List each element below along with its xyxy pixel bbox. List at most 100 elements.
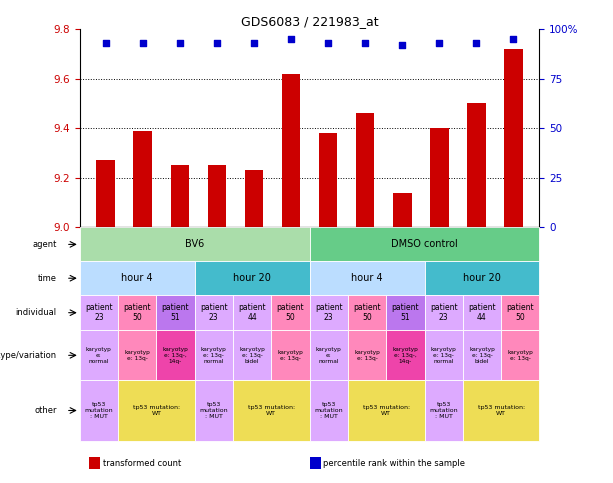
Bar [424,330,463,381]
Text: hour 20: hour 20 [463,273,501,283]
Text: patient
23: patient 23 [200,303,227,322]
Text: patient
23: patient 23 [315,303,343,322]
Text: karyotyp
e: 13q-: karyotyp e: 13q- [278,350,303,361]
Bar [134,131,152,227]
Bar [348,330,386,381]
Bar [310,457,321,469]
Bar [356,114,375,227]
Text: tp53
mutation
: MUT: tp53 mutation : MUT [85,402,113,419]
Bar [386,295,424,330]
Bar [424,381,463,440]
Text: karyotyp
e: 13q-,
14q-: karyotyp e: 13q-, 14q- [162,347,188,364]
Bar [271,295,310,330]
Point [138,39,148,47]
Bar [233,381,310,440]
Text: tp53
mutation
: MUT: tp53 mutation : MUT [199,402,228,419]
Text: patient
50: patient 50 [276,303,304,322]
Text: karyotyp
e: 13q-
bidel: karyotyp e: 13q- bidel [469,347,495,364]
Text: transformed count: transformed count [103,459,181,468]
Point [175,39,185,47]
Bar [282,73,300,227]
Text: DMSO control: DMSO control [391,240,458,249]
Text: tp53 mutation:
WT: tp53 mutation: WT [248,405,295,416]
Text: karyotyp
e: 13q-
normal: karyotyp e: 13q- normal [431,347,457,364]
Text: karyotyp
e: 13q-
normal: karyotyp e: 13q- normal [201,347,227,364]
Bar [319,133,337,227]
Bar [424,261,539,295]
Bar [501,295,539,330]
Text: patient
50: patient 50 [123,303,151,322]
Bar [89,457,101,469]
Text: tp53
mutation
: MUT: tp53 mutation : MUT [314,402,343,419]
Bar [393,193,411,227]
Bar [463,295,501,330]
Bar [170,166,189,227]
Text: patient
44: patient 44 [468,303,496,322]
Text: tp53 mutation:
WT: tp53 mutation: WT [363,405,409,416]
Bar [430,128,449,227]
Bar [348,381,424,440]
Point [323,39,333,47]
Text: time: time [38,274,56,283]
Bar [348,295,386,330]
Text: percentile rank within the sample: percentile rank within the sample [324,459,465,468]
Text: tp53 mutation:
WT: tp53 mutation: WT [133,405,180,416]
Text: hour 20: hour 20 [233,273,271,283]
Text: karyotyp
e: 13q-: karyotyp e: 13q- [508,350,533,361]
Title: GDS6083 / 221983_at: GDS6083 / 221983_at [241,15,378,28]
Point [471,39,481,47]
Text: karyotyp
e:
normal: karyotyp e: normal [86,347,112,364]
Text: tp53 mutation:
WT: tp53 mutation: WT [478,405,525,416]
Text: genotype/variation: genotype/variation [0,351,56,360]
Bar [118,381,195,440]
Bar [195,330,233,381]
Bar [195,381,233,440]
Text: individual: individual [15,308,56,317]
Text: BV6: BV6 [185,240,204,249]
Bar [310,295,348,330]
Bar [271,330,310,381]
Point [397,41,407,49]
Bar [233,330,271,381]
Bar [80,330,118,381]
Text: patient
51: patient 51 [162,303,189,322]
Bar [233,295,271,330]
Text: tp53
mutation
: MUT: tp53 mutation : MUT [429,402,458,419]
Text: patient
23: patient 23 [430,303,457,322]
Bar [310,330,348,381]
Bar [156,330,195,381]
Point [509,35,519,43]
Point [101,39,110,47]
Bar [310,227,539,261]
Bar [501,330,539,381]
Point [360,39,370,47]
Text: patient
23: patient 23 [85,303,113,322]
Bar [80,261,195,295]
Bar [195,261,310,295]
Text: karyotyp
e: 13q-
bidel: karyotyp e: 13q- bidel [239,347,265,364]
Bar [156,295,195,330]
Text: other: other [34,406,56,415]
Text: karyotyp
e: 13q-,
14q-: karyotyp e: 13q-, 14q- [392,347,418,364]
Text: patient
50: patient 50 [506,303,534,322]
Text: patient
50: patient 50 [353,303,381,322]
Bar [80,295,118,330]
Bar [195,295,233,330]
Bar [96,160,115,227]
Bar [80,227,310,261]
Bar [504,49,523,227]
Point [249,39,259,47]
Bar [463,381,539,440]
Bar [463,330,501,381]
Text: patient
51: patient 51 [392,303,419,322]
Text: karyotyp
e:
normal: karyotyp e: normal [316,347,341,364]
Bar [310,381,348,440]
Point [212,39,222,47]
Text: agent: agent [32,240,56,249]
Text: hour 4: hour 4 [121,273,153,283]
Text: karyotyp
e: 13q-: karyotyp e: 13q- [354,350,380,361]
Bar [386,330,424,381]
Bar [118,330,156,381]
Bar [118,295,156,330]
Text: patient
44: patient 44 [238,303,266,322]
